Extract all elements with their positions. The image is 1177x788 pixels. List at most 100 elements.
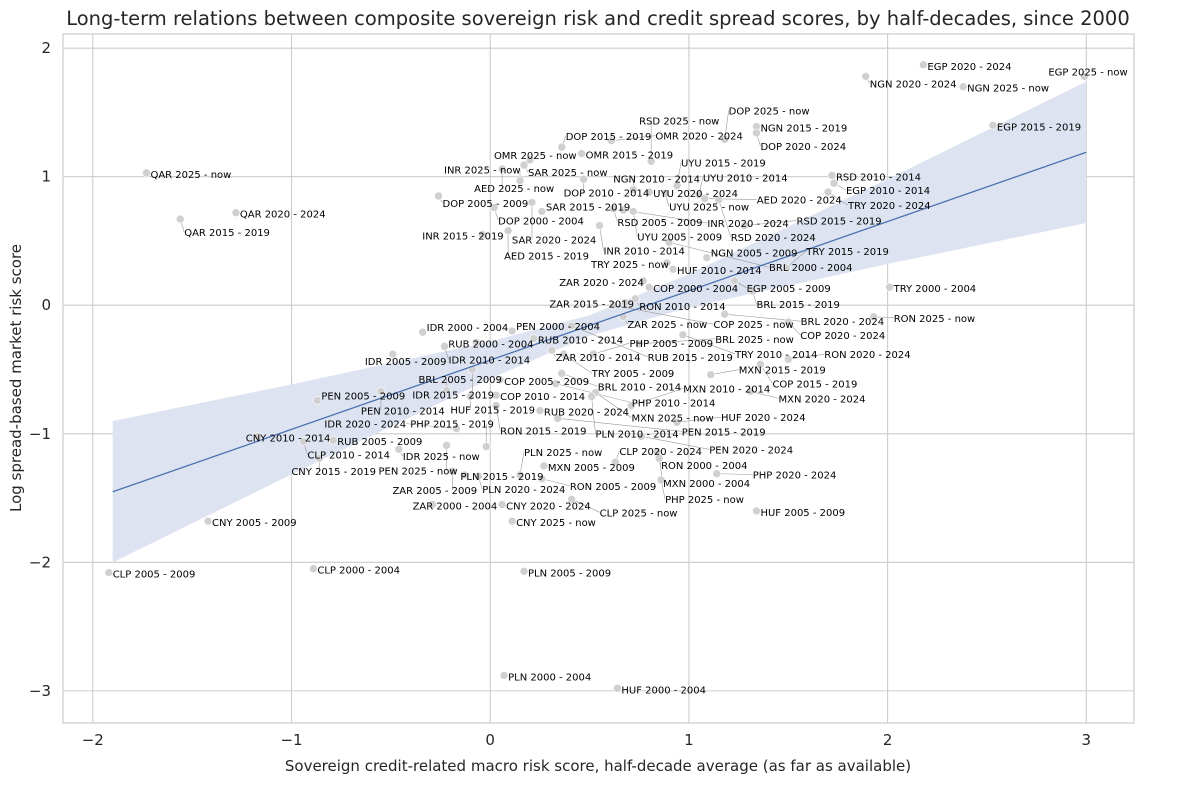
point-label: HUF 2010 - 2014 xyxy=(677,266,762,277)
point-label: RUB 2010 - 2014 xyxy=(538,336,623,347)
data-point xyxy=(231,208,241,217)
data-point xyxy=(515,470,525,480)
point-label: RON 2020 - 2024 xyxy=(824,350,910,361)
data-point xyxy=(626,401,636,410)
data-point xyxy=(579,174,588,184)
data-point xyxy=(547,345,557,355)
y-tick-label: 0 xyxy=(41,296,51,314)
label-leader-line xyxy=(704,198,757,200)
x-tick-label: 3 xyxy=(1082,731,1092,749)
point-label: EGP 2015 - 2019 xyxy=(997,122,1081,133)
point-label: QAR 2015 - 2019 xyxy=(184,228,270,239)
data-point xyxy=(313,396,322,405)
chart-title: Long-term relations between composite so… xyxy=(66,7,1130,30)
data-point xyxy=(595,221,604,230)
point-label: AED 2025 - now xyxy=(474,184,554,195)
data-points xyxy=(104,60,1089,693)
point-label: CLP 2010 - 2014 xyxy=(307,450,390,461)
label-leader-line xyxy=(716,473,753,475)
point-label: INR 2015 - 2019 xyxy=(422,232,503,243)
data-point xyxy=(328,435,338,445)
label-leader-line xyxy=(563,353,592,374)
data-point xyxy=(619,205,628,215)
point-label: COP 2000 - 2004 xyxy=(653,284,738,295)
data-point xyxy=(712,469,722,478)
point-label: RSD 2010 - 2014 xyxy=(836,172,921,183)
point-label: BRL 2020 - 2024 xyxy=(801,317,884,328)
data-point xyxy=(783,354,793,364)
point-label: PHP 2010 - 2014 xyxy=(632,399,716,410)
point-label: RON 2015 - 2019 xyxy=(500,426,586,437)
point-label: COP 2005 - 2009 xyxy=(504,377,589,388)
data-point xyxy=(388,349,398,359)
data-point xyxy=(507,326,517,336)
point-label: DOP 2010 - 2014 xyxy=(564,188,650,199)
data-point xyxy=(537,474,547,484)
point-label: OMR 2020 - 2024 xyxy=(655,132,743,143)
data-point xyxy=(694,190,704,199)
data-point xyxy=(746,387,755,396)
point-label: NGN 2020 - 2024 xyxy=(870,79,957,90)
data-point xyxy=(664,237,674,247)
data-point xyxy=(752,128,761,138)
data-point xyxy=(537,207,547,216)
x-tick-label: −2 xyxy=(82,731,104,749)
point-label: CLP 2020 - 2024 xyxy=(619,447,702,458)
data-point xyxy=(473,471,483,481)
y-tick-label: 2 xyxy=(41,39,51,57)
point-label: QAR 2020 - 2024 xyxy=(240,210,326,221)
point-label: PLN 2005 - 2009 xyxy=(528,568,611,579)
point-label: NGN 2010 - 2014 xyxy=(613,175,700,186)
data-point xyxy=(662,258,672,268)
point-label: RON 2005 - 2009 xyxy=(570,482,656,493)
data-point xyxy=(861,72,871,81)
plot-frame xyxy=(62,33,1135,724)
data-point xyxy=(442,385,451,395)
data-point xyxy=(434,191,443,201)
data-point xyxy=(869,312,879,322)
data-point xyxy=(720,309,729,319)
data-point xyxy=(589,349,598,359)
point-label: RSD 2015 - 2019 xyxy=(797,217,882,228)
point-label: SAR 2015 - 2019 xyxy=(546,202,630,213)
data-point xyxy=(644,187,654,197)
data-point xyxy=(394,444,404,454)
data-point xyxy=(299,437,308,446)
data-point xyxy=(507,516,517,526)
point-label: DOP 2015 - 2019 xyxy=(566,132,652,143)
label-leader-line xyxy=(744,220,797,226)
point-label: PLN 2020 - 2024 xyxy=(482,485,565,496)
data-point xyxy=(452,424,461,433)
data-point xyxy=(646,156,656,166)
data-point xyxy=(315,453,324,463)
point-label: PHP 2025 - now xyxy=(665,495,744,506)
data-point xyxy=(752,506,761,516)
point-label: PHP 2005 - 2009 xyxy=(630,339,714,350)
point-label: PEN 2005 - 2009 xyxy=(321,391,405,402)
data-point xyxy=(577,149,586,158)
point-label: IDR 2015 - 2019 xyxy=(412,391,494,402)
data-point xyxy=(489,203,499,212)
point-label: COP 2010 - 2014 xyxy=(500,392,585,403)
data-point xyxy=(499,671,509,680)
point-label: UYU 2005 - 2009 xyxy=(637,232,722,243)
y-axis-label: Log spread-based market risk score xyxy=(7,244,25,512)
point-label: INR 2010 - 2014 xyxy=(603,247,684,258)
point-label: BRL 2005 - 2009 xyxy=(418,375,501,386)
data-point xyxy=(636,432,646,441)
point-label: RSD 2005 - 2009 xyxy=(617,218,702,229)
data-point xyxy=(142,168,151,178)
point-label: OMR 2015 - 2019 xyxy=(586,151,674,162)
point-label: NGN 2015 - 2019 xyxy=(760,124,847,135)
data-point xyxy=(440,342,449,351)
point-label: IDR 2010 - 2014 xyxy=(449,355,531,366)
point-label: MXN 2020 - 2024 xyxy=(779,394,866,405)
point-label: CNY 2005 - 2009 xyxy=(212,518,297,529)
data-point xyxy=(678,330,688,340)
point-label: RON 2010 - 2014 xyxy=(639,302,725,313)
point-labels: UYU 2020 - 2024 UYU 2025 - now UYU 2010 - … xyxy=(113,62,1128,696)
data-point xyxy=(519,160,529,170)
regression-line-path xyxy=(112,151,1087,493)
label-leader-line xyxy=(750,391,779,399)
data-point xyxy=(607,136,616,145)
